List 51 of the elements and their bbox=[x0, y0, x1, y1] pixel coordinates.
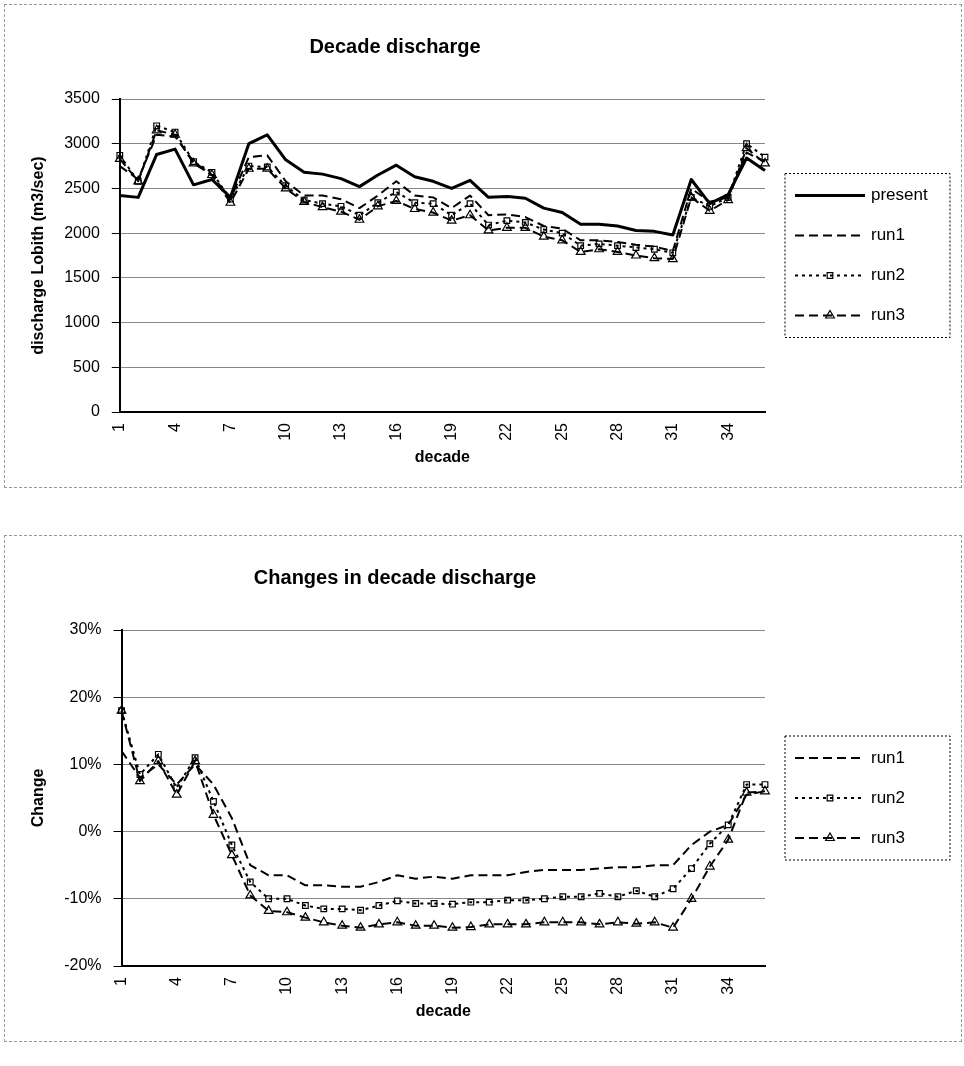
y-axis-title: discharge Lobith (m3/sec) bbox=[29, 156, 47, 355]
x-tick-label: 4 bbox=[165, 422, 183, 432]
legend-label: run2 bbox=[871, 265, 906, 285]
x-tick-label: 16 bbox=[387, 976, 405, 995]
x-tick-label: 7 bbox=[220, 422, 238, 432]
x-tick-label: 10 bbox=[276, 422, 294, 441]
x-tick-label: 34 bbox=[718, 976, 736, 995]
chart-title: Changes in decade discharge bbox=[253, 565, 537, 588]
x-tick-label: 13 bbox=[331, 422, 349, 441]
y-tick-label: 20% bbox=[69, 687, 102, 705]
y-axis-title: Change bbox=[29, 768, 47, 828]
x-tick-label: 19 bbox=[442, 422, 460, 441]
y-tick-label: 500 bbox=[73, 357, 100, 375]
y-tick-label: -20% bbox=[64, 956, 102, 974]
x-tick-label: 1 bbox=[110, 422, 128, 432]
x-axis-title: decade bbox=[415, 1001, 471, 1019]
chart-title: Decade discharge bbox=[309, 34, 481, 57]
legend-label: run3 bbox=[871, 305, 906, 325]
legend-label: run3 bbox=[871, 827, 906, 847]
y-tick-label: 10% bbox=[69, 754, 102, 772]
y-tick-label: 3500 bbox=[64, 89, 100, 107]
x-tick-label: 10 bbox=[277, 976, 295, 995]
legend-label: run2 bbox=[871, 787, 906, 807]
y-tick-label: 1500 bbox=[64, 268, 100, 286]
y-tick-label: 0 bbox=[90, 402, 100, 420]
x-tick-label: 25 bbox=[552, 422, 570, 441]
x-tick-label: 1 bbox=[111, 976, 129, 986]
x-tick-label: 25 bbox=[553, 976, 571, 995]
x-tick-label: 4 bbox=[167, 976, 185, 986]
y-tick-label: 2000 bbox=[64, 223, 100, 241]
x-tick-label: 19 bbox=[442, 976, 460, 995]
y-tick-label: 0% bbox=[78, 822, 102, 840]
legend-label: run1 bbox=[871, 225, 906, 245]
x-tick-label: 22 bbox=[497, 422, 515, 441]
x-tick-label: 16 bbox=[386, 422, 404, 441]
x-tick-label: 28 bbox=[607, 422, 625, 441]
x-tick-label: 13 bbox=[332, 976, 350, 995]
y-tick-label: 30% bbox=[69, 620, 102, 638]
x-tick-label: 22 bbox=[498, 976, 516, 995]
legend-label: present bbox=[871, 185, 928, 205]
y-tick-label: 1000 bbox=[64, 312, 100, 330]
x-tick-label: 34 bbox=[718, 422, 736, 441]
y-tick-label: -10% bbox=[64, 889, 102, 907]
y-tick-label: 3000 bbox=[64, 134, 100, 152]
x-tick-label: 7 bbox=[222, 976, 240, 986]
x-tick-label: 31 bbox=[663, 422, 681, 441]
y-tick-label: 2500 bbox=[64, 178, 100, 196]
x-tick-label: 31 bbox=[663, 976, 681, 995]
x-tick-label: 28 bbox=[608, 976, 626, 995]
legend-label: run1 bbox=[871, 747, 906, 767]
x-axis-title: decade bbox=[414, 447, 471, 465]
